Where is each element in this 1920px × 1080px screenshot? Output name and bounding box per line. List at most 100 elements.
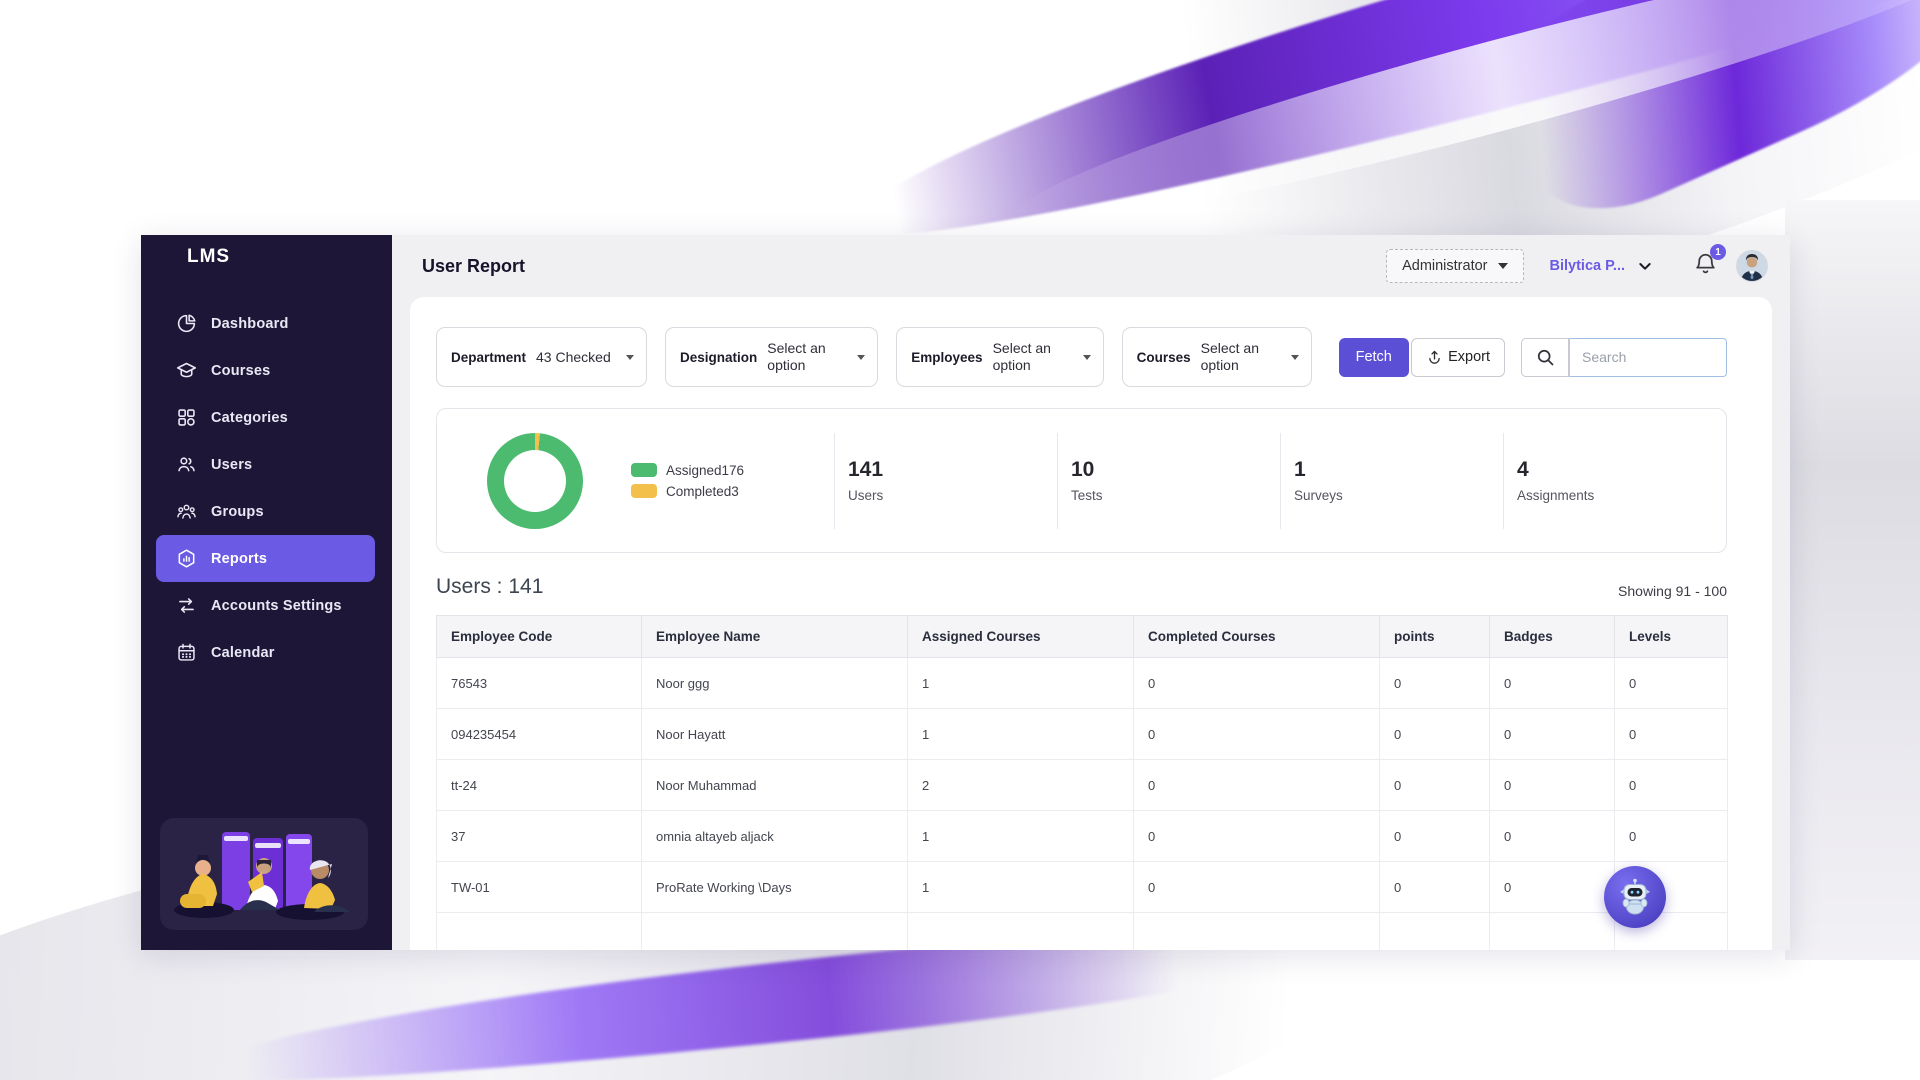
- table-cell: [1489, 912, 1615, 950]
- users-count-title: Users : 141: [436, 575, 544, 598]
- role-selector-button[interactable]: Administrator: [1386, 249, 1524, 283]
- app-window: LMS Dashboard Courses Categories Users Group…: [141, 235, 1790, 950]
- table-cell: 0: [1489, 759, 1615, 811]
- role-selector-label: Administrator: [1402, 258, 1488, 274]
- sidebar-item-dashboard[interactable]: Dashboard: [156, 300, 375, 347]
- table-cell: 0: [1614, 708, 1728, 760]
- table-cell: 76543: [436, 657, 642, 709]
- filter-value: 43 Checked: [536, 348, 611, 365]
- sidebar-item-calendar[interactable]: Calendar: [156, 629, 375, 676]
- filter-designation[interactable]: Designation Select an option: [665, 327, 879, 387]
- metric-label: Users: [848, 488, 884, 503]
- users-icon: [176, 454, 197, 475]
- table-row[interactable]: 094235454 Noor Hayatt 1 0 0 0 0: [436, 708, 1728, 760]
- filter-row: Department 43 Checked Designation Select an…: [436, 327, 1727, 387]
- sidebar-item-groups[interactable]: Groups: [156, 488, 375, 535]
- metric-assignments: 4 Assignments: [1503, 432, 1726, 529]
- calendar-icon: [176, 642, 197, 663]
- metric-value: 141: [848, 458, 884, 481]
- robot-icon: [1620, 878, 1650, 915]
- table-cell: 37: [436, 810, 642, 862]
- table-cell: TW-01: [436, 861, 642, 913]
- filter-department[interactable]: Department 43 Checked: [436, 327, 648, 387]
- table-cell: 0: [1133, 810, 1380, 862]
- notification-bell-button[interactable]: 1: [1693, 244, 1726, 281]
- metric-label: Tests: [1071, 488, 1103, 503]
- accounts-settings-icon: [176, 595, 197, 616]
- sidebar-item-accounts-settings[interactable]: Accounts Settings: [156, 582, 375, 629]
- table-cell: Noor ggg: [641, 657, 908, 709]
- filter-label: Department: [451, 349, 527, 365]
- search-icon-box[interactable]: [1521, 337, 1569, 377]
- table-row[interactable]: 37 omnia altayeb aljack 1 0 0 0 0: [436, 810, 1728, 862]
- metric-surveys: 1 Surveys: [1280, 432, 1503, 529]
- legend-text: Assigned176: [666, 462, 745, 478]
- report-card: Department 43 Checked Designation Select an…: [410, 297, 1772, 950]
- fetch-button[interactable]: Fetch: [1338, 337, 1409, 377]
- sidebar-illustration: [160, 818, 368, 930]
- avatar-photo: [1737, 251, 1767, 281]
- sidebar-item-label: Reports: [211, 550, 268, 567]
- chevron-down-icon[interactable]: [1637, 258, 1653, 274]
- table-cell: 0: [1489, 708, 1615, 760]
- table-cell: omnia altayeb aljack: [641, 810, 908, 862]
- groups-icon: [176, 501, 197, 522]
- search-input[interactable]: [1569, 337, 1727, 377]
- metric-users: 141 Users: [834, 432, 1057, 529]
- metric-label: Surveys: [1294, 488, 1343, 503]
- deco-silk-right-edge: [1785, 200, 1920, 960]
- users-heading-row: Users : 141 Showing 91 - 100: [436, 575, 1727, 599]
- user-avatar[interactable]: [1736, 250, 1768, 282]
- sidebar-item-courses[interactable]: Courses: [156, 347, 375, 394]
- table-row[interactable]: tt-24 Noor Muhammad 2 0 0 0 0: [436, 759, 1728, 811]
- sidebar-item-label: Groups: [211, 503, 264, 520]
- table-cell: 0: [1133, 708, 1380, 760]
- categories-icon: [176, 407, 197, 428]
- table-cell: 1: [907, 657, 1134, 709]
- sidebar-item-users[interactable]: Users: [156, 441, 375, 488]
- table-cell: 1: [907, 861, 1134, 913]
- filter-courses[interactable]: Courses Select an option: [1121, 327, 1312, 387]
- chevron-down-icon: [1290, 354, 1299, 360]
- search-icon: [1537, 349, 1553, 365]
- app-logo: LMS: [187, 246, 231, 267]
- column-header-levels: Levels: [1614, 615, 1728, 658]
- export-icon: [1429, 350, 1440, 364]
- sidebar: LMS Dashboard Courses Categories Users Group…: [141, 235, 392, 950]
- legend-item: Assigned176: [631, 463, 781, 478]
- deco-purple-ribbon-corner: [1479, 0, 1920, 237]
- export-button[interactable]: Export: [1411, 337, 1505, 377]
- metric-value: 1: [1294, 458, 1306, 481]
- column-header-completed-courses: Completed Courses: [1133, 615, 1380, 658]
- column-header-assigned-courses: Assigned Courses: [907, 615, 1134, 658]
- user-name[interactable]: Bilytica P...: [1549, 258, 1626, 274]
- table-cell: 2: [907, 759, 1134, 811]
- table-body: 76543 Noor ggg 1 0 0 0 0 094235454 Noor Hayatt 1 0…: [436, 657, 1728, 950]
- users-table-wrap: Employee Code Employee Name Assigned Cours…: [436, 615, 1728, 950]
- sidebar-item-reports[interactable]: Reports: [156, 535, 375, 582]
- sidebar-item-label: Courses: [211, 362, 271, 379]
- table-cell: tt-24: [436, 759, 642, 811]
- content-header: User Report Administrator Bilytica P...: [392, 235, 1790, 297]
- chevron-down-icon: [1497, 263, 1508, 269]
- metric-tests: 10 Tests: [1057, 432, 1280, 529]
- table-row[interactable]: 76543 Noor ggg 1 0 0 0 0: [436, 657, 1728, 709]
- column-header-employee-name: Employee Name: [641, 615, 908, 658]
- sidebar-item-categories[interactable]: Categories: [156, 394, 375, 441]
- filter-employees[interactable]: Employees Select an option: [896, 327, 1104, 387]
- filter-label: Courses: [1136, 349, 1191, 365]
- summary-metrics: 141 Users 10 Tests 1 Surveys 4 Assignments: [834, 409, 1726, 552]
- table-row-partial[interactable]: [436, 912, 1728, 950]
- table-cell: [1133, 912, 1380, 950]
- header-right: Administrator Bilytica P... 1: [1386, 244, 1768, 283]
- dashboard-icon: [176, 313, 197, 334]
- chevron-down-icon: [857, 354, 866, 360]
- card-inner: Department 43 Checked Designation Select an…: [436, 327, 1728, 950]
- table-cell: [907, 912, 1134, 950]
- table-cell: [436, 912, 642, 950]
- assigned-completed-donut-chart: [487, 432, 583, 529]
- notification-badge: 1: [1710, 244, 1726, 260]
- chatbot-button[interactable]: [1604, 866, 1666, 928]
- column-header-badges: Badges: [1489, 615, 1615, 658]
